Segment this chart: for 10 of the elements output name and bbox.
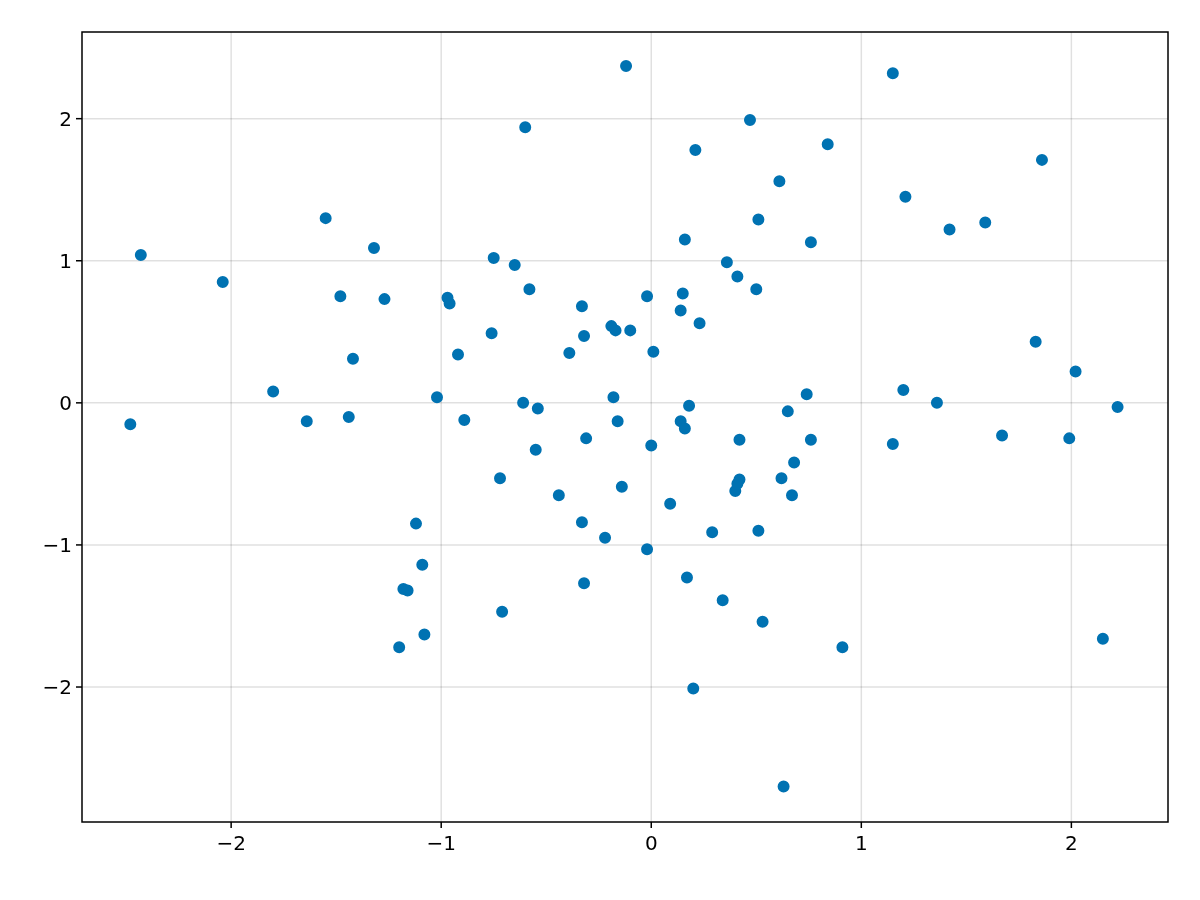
y-tick-label: −2 [42,675,72,700]
y-tick-label: 1 [59,248,72,273]
x-tick-label: 0 [644,831,658,855]
x-tick-label: −1 [426,831,456,855]
y-tick-label: 2 [59,106,72,131]
y-tick-label: −1 [42,532,72,557]
y-tick-label: 0 [59,390,72,415]
x-tick-label: 1 [854,831,868,855]
x-tick-label: −2 [216,831,246,855]
x-tick-label: 2 [1065,831,1078,855]
